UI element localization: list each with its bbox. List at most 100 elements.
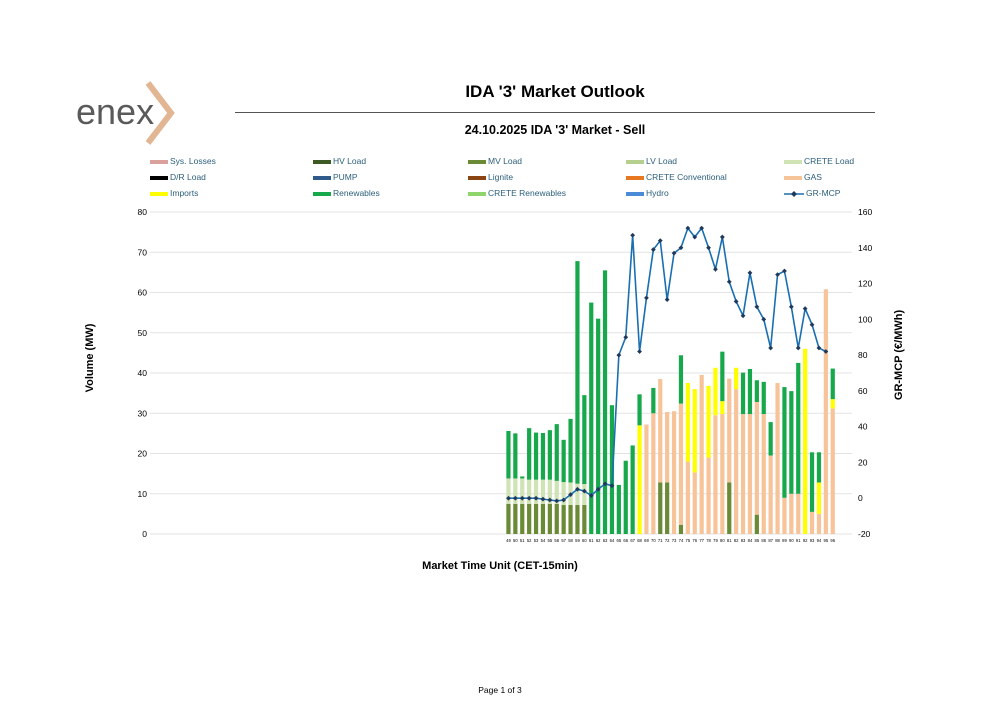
bar-segment — [554, 424, 559, 481]
bar-segment — [547, 479, 552, 504]
bar-segment — [623, 460, 628, 534]
gr-mcp-point — [602, 481, 608, 487]
x-tick-label: 88 — [775, 538, 780, 543]
bar-segment — [651, 413, 656, 534]
bar-segment — [506, 430, 511, 479]
gr-mcp-point — [699, 225, 705, 231]
bar-segment — [554, 503, 559, 534]
legend-swatch — [626, 175, 644, 180]
y-tick-label: 10 — [138, 489, 148, 499]
x-tick-label: 83 — [741, 538, 746, 543]
bar-segment — [789, 493, 794, 534]
x-tick-label: 76 — [692, 538, 697, 543]
x-tick-label: 81 — [727, 538, 732, 543]
x-tick-label: 58 — [568, 538, 573, 543]
x-tick-label: 61 — [589, 538, 594, 543]
gr-mcp-point — [726, 279, 732, 285]
legend-swatch — [313, 159, 331, 164]
bar-segment — [637, 394, 642, 426]
bar-segment — [575, 483, 580, 506]
gr-mcp-point — [761, 316, 767, 322]
bar-segment — [602, 270, 608, 534]
x-tick-label: 66 — [623, 538, 628, 543]
chart-legend: Sys. Losses HV Load MV Load LV Load CRETE Lo… — [150, 156, 854, 204]
legend-label: D/R Load — [170, 172, 206, 182]
bar-segment — [816, 482, 822, 514]
gr-mcp-point — [747, 270, 753, 276]
gr-mcp-point — [630, 232, 636, 238]
x-tick-label: 94 — [817, 538, 822, 543]
x-tick-label: 68 — [637, 538, 642, 543]
y2-tick-label: 40 — [858, 422, 868, 432]
x-tick-label: 65 — [617, 538, 622, 543]
bar-segment — [720, 351, 725, 402]
legend-item: Lignite — [468, 172, 513, 182]
legend-label: GR-MCP — [806, 188, 841, 198]
bar-segment — [699, 375, 704, 534]
gr-mcp-point — [775, 272, 780, 278]
bar-segment — [665, 412, 670, 483]
gr-mcp-point — [581, 488, 587, 494]
legend-item: GR-MCP — [784, 188, 840, 198]
x-tick-label: 87 — [768, 538, 773, 543]
enex-logo: enex — [76, 81, 175, 145]
y-tick-label: 80 — [138, 207, 148, 217]
gr-mcp-point — [782, 268, 787, 274]
gr-mcp-point — [802, 306, 808, 311]
gr-mcp-point — [644, 295, 649, 301]
bar-segment — [754, 380, 759, 402]
bar-segment — [658, 482, 663, 534]
bar-segment — [540, 503, 546, 534]
x-tick-label: 95 — [824, 538, 829, 543]
x-tick-label: 75 — [686, 538, 691, 543]
legend-item: CRETE Load — [784, 156, 854, 166]
bar-segment — [540, 432, 546, 480]
gr-mcp-point — [561, 497, 567, 503]
bar-segment — [740, 414, 746, 534]
bar-segment — [830, 399, 835, 409]
legend-swatch — [468, 191, 486, 196]
legend-item: GAS — [784, 172, 822, 182]
bar-segment — [830, 408, 835, 534]
legend-label: MV Load — [488, 156, 523, 166]
x-tick-label: 89 — [782, 538, 787, 543]
x-tick-label: 55 — [548, 538, 553, 543]
y-axis-title: Volume (MW) — [84, 323, 96, 392]
legend-swatch — [313, 191, 331, 196]
legend-swatch — [626, 191, 644, 196]
y2-tick-label: 0 — [858, 493, 863, 503]
gr-mcp-point — [664, 297, 670, 303]
gr-mcp-point — [719, 234, 725, 240]
legend-label: Hydro — [646, 188, 669, 198]
legend-item: HV Load — [313, 156, 366, 166]
x-tick-label: 73 — [672, 538, 677, 543]
bar-segment — [747, 414, 753, 534]
bar-segment — [616, 484, 621, 534]
bar-segment — [527, 503, 532, 534]
bar-segment — [644, 424, 649, 534]
bar-segment — [768, 455, 773, 534]
bar-segment — [547, 430, 552, 480]
legend-item: Hydro — [626, 188, 669, 198]
x-axis-title: Market Time Unit (CET-15min) — [422, 560, 578, 572]
gr-mcp-point — [685, 225, 691, 231]
logo-wordmark: enex — [76, 91, 154, 132]
gr-mcp-point — [568, 492, 573, 498]
y2-tick-label: 160 — [858, 207, 872, 217]
gr-mcp-point — [671, 250, 677, 256]
bar-segment — [506, 478, 511, 504]
bar-segment — [527, 428, 532, 480]
gr-mcp-point — [595, 486, 601, 492]
legend-swatch — [150, 191, 168, 196]
bar-segment — [651, 387, 656, 414]
bar-segment — [678, 355, 684, 404]
legend-label: CRETE Renewables — [488, 188, 566, 198]
bar-segment — [803, 348, 808, 534]
legend-item: CRETE Renewables — [468, 188, 566, 198]
bar-segment — [754, 514, 759, 534]
bar-segment — [685, 461, 690, 534]
x-tick-label: 90 — [789, 538, 794, 543]
legend-swatch — [626, 159, 644, 164]
bar-segment — [513, 478, 518, 504]
